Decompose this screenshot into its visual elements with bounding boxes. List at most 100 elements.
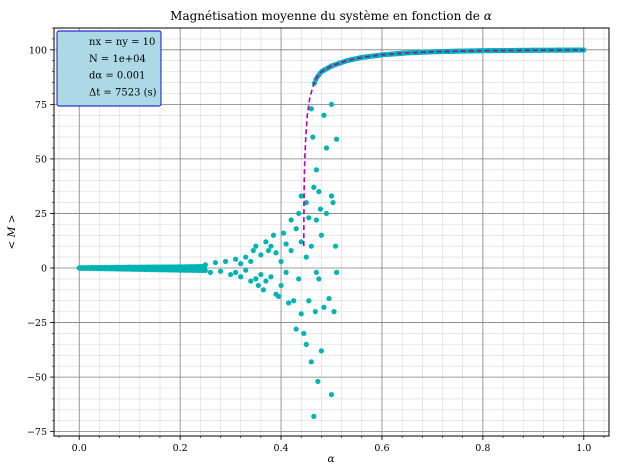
data-point [238, 261, 244, 267]
series-layer [76, 47, 587, 419]
data-point [283, 269, 289, 275]
data-point [248, 278, 254, 284]
data-point [217, 268, 224, 274]
data-point [303, 341, 309, 347]
y-tick-label: −25 [27, 318, 47, 329]
data-point [321, 112, 327, 118]
data-point [238, 274, 244, 280]
x-tick-label: 0.0 [72, 443, 87, 454]
data-point [298, 193, 304, 199]
data-point [270, 232, 277, 238]
data-point [255, 282, 261, 289]
data-point [298, 311, 304, 317]
data-point [332, 243, 339, 249]
data-point [293, 226, 299, 232]
y-tick-label: 100 [29, 45, 47, 56]
data-point [227, 271, 234, 278]
y-tick-label: 0 [41, 264, 47, 275]
data-point [312, 309, 318, 315]
data-point [275, 293, 282, 299]
data-point [330, 199, 336, 206]
data-point [317, 206, 323, 212]
data-point [318, 232, 325, 238]
data-point [288, 217, 294, 223]
data-point [581, 47, 587, 53]
data-point [308, 243, 314, 249]
data-point [333, 269, 340, 275]
data-point [286, 300, 292, 306]
y-tick-label: −75 [27, 427, 47, 438]
y-axis-label: < M > [6, 214, 18, 249]
x-axis-label: α [327, 453, 334, 465]
data-point [263, 278, 269, 284]
data-point [303, 254, 309, 260]
data-point [316, 189, 322, 195]
data-point [298, 239, 304, 245]
data-point [313, 167, 319, 173]
legend-line: N = 1e+04 [89, 54, 146, 65]
data-point [333, 136, 340, 142]
data-point [296, 276, 302, 282]
data-point [253, 276, 259, 282]
data-point [273, 250, 279, 256]
data-point [306, 298, 312, 304]
plot-frame [53, 27, 610, 437]
data-point [296, 210, 302, 217]
chart-title: Magnétisation moyenne du système en fonc… [170, 9, 492, 23]
data-point [280, 230, 287, 236]
data-point [328, 391, 335, 398]
data-point [248, 258, 254, 265]
x-tick-label: 0.6 [374, 443, 389, 454]
x-tick-label: 0.8 [475, 443, 490, 454]
data-point [278, 282, 284, 289]
data-point [253, 243, 259, 249]
y-tick-label: 50 [35, 154, 47, 165]
theory-curve [302, 49, 584, 247]
data-point [321, 304, 327, 310]
legend-line: Δt = 7523 (s) [89, 87, 157, 98]
data-point [323, 145, 330, 151]
data-point [222, 258, 229, 265]
data-point [310, 134, 316, 140]
data-point [323, 210, 330, 217]
data-point [278, 258, 284, 265]
data-point [303, 199, 309, 206]
x-tick-label: 0.4 [273, 443, 288, 454]
data-point [308, 106, 314, 112]
data-point [328, 193, 335, 199]
data-point [268, 274, 274, 280]
data-point [301, 330, 307, 337]
data-point [315, 378, 321, 385]
data-point [318, 348, 325, 354]
x-tick-label: 1.0 [576, 443, 591, 454]
data-point [250, 247, 256, 254]
data-point [258, 252, 264, 258]
data-point [328, 101, 335, 107]
y-tick-label: 75 [35, 100, 47, 111]
data-point [260, 287, 266, 293]
data-point [265, 247, 272, 254]
legend-box: nx = ny = 10 N = 1e+04 dα = 0.001 Δt = 7523… [56, 30, 162, 107]
data-point [212, 259, 219, 266]
data-point [202, 262, 208, 268]
x-tick-label: 0.2 [173, 443, 188, 454]
data-point [316, 276, 322, 282]
data-point [306, 215, 312, 221]
data-point [311, 184, 317, 190]
data-point [268, 243, 274, 249]
data-point [207, 269, 214, 275]
data-point [263, 239, 269, 245]
data-point [311, 413, 317, 419]
data-point [243, 254, 249, 260]
data-point [233, 256, 239, 262]
data-point [243, 267, 249, 273]
data-point [291, 298, 297, 304]
data-point [308, 359, 314, 365]
axis-ticks: 0.0 0.2 0.4 0.6 0.8 1.0 −75 −50 −25 0 25 50 75 100 [27, 27, 605, 454]
y-tick-label: 25 [35, 209, 47, 220]
legend-line: nx = ny = 10 [89, 37, 155, 48]
data-point [233, 269, 239, 275]
y-tick-label: −50 [27, 373, 47, 384]
data-point [313, 269, 319, 275]
